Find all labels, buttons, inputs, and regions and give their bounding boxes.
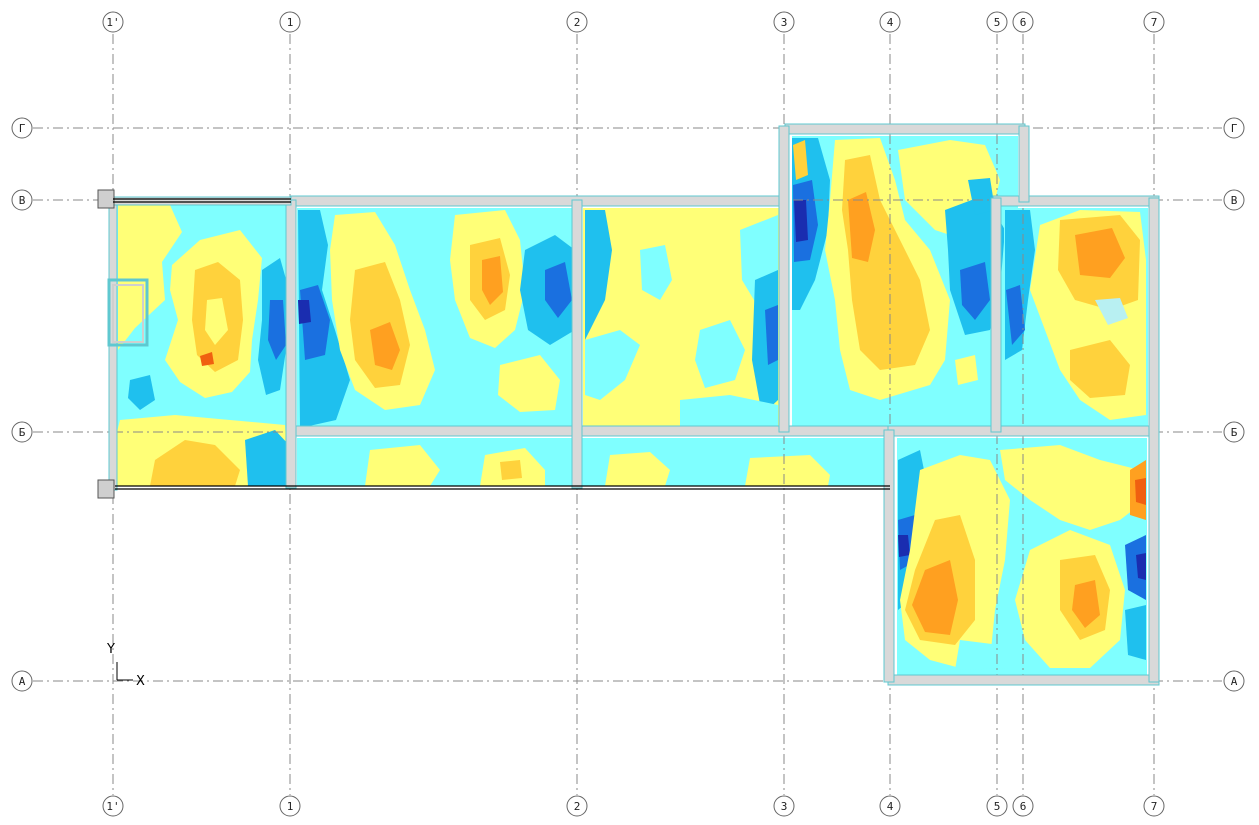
beam-axis-g xyxy=(784,123,1026,135)
axis-bubble-right-label: В xyxy=(1231,194,1238,207)
axis-bubble-left: Г xyxy=(11,117,33,139)
slab-bay-5-7 xyxy=(1004,208,1148,430)
axis-bubble-right: Г xyxy=(1223,117,1245,139)
axis-bubble-bottom-label: 6 xyxy=(1020,800,1027,813)
axis-bubble-left-label: Б xyxy=(19,426,26,439)
axis-bubble-left-label: В xyxy=(19,194,26,207)
column-1p-bottom xyxy=(97,479,115,499)
axis-bubble-bottom: 3 xyxy=(773,795,795,817)
axis-bubble-top-label: 5 xyxy=(994,16,1001,29)
beam-axis-v-1-3 xyxy=(289,195,783,207)
slab-bay-3-5 xyxy=(792,136,1018,430)
beam-axis-b-4-7 xyxy=(887,425,1160,437)
beam-axis-v-1p-1 xyxy=(112,196,292,206)
beam-axis-2 xyxy=(571,199,583,489)
axis-bubble-bottom: 1' xyxy=(102,795,124,817)
axis-bubble-bottom-label: 1' xyxy=(106,800,119,813)
ucs-icon: Y X xyxy=(106,642,145,689)
axis-bubble-top: 7 xyxy=(1143,11,1165,33)
slab-strip-b xyxy=(297,438,887,486)
beam-axis-1 xyxy=(285,199,297,489)
axis-bubble-right-label: Г xyxy=(1231,122,1238,135)
axis-bubble-left: А xyxy=(11,670,33,692)
axis-bubble-bottom-label: 2 xyxy=(574,800,581,813)
column-1p-top xyxy=(97,189,115,209)
slab-bay-1-2 xyxy=(297,208,575,430)
axis-bubble-right-label: А xyxy=(1231,675,1238,688)
axis-bubble-right: А xyxy=(1223,670,1245,692)
axis-bubble-top-label: 1' xyxy=(106,16,119,29)
beam-axis-7 xyxy=(1148,197,1160,683)
axis-bubble-bottom: 6 xyxy=(1012,795,1034,817)
axis-bubble-right-label: Б xyxy=(1231,426,1238,439)
axis-bubble-left: Б xyxy=(11,421,33,443)
axis-bubble-top: 5 xyxy=(986,11,1008,33)
ucs-y-label: Y xyxy=(106,642,115,657)
axis-bubble-bottom-label: 5 xyxy=(994,800,1001,813)
beam-axis-4 xyxy=(883,429,895,683)
axis-bubble-top: 1' xyxy=(102,11,124,33)
axis-bubble-bottom-label: 4 xyxy=(887,800,894,813)
axis-bubble-top-label: 2 xyxy=(574,16,581,29)
axis-bubble-bottom: 5 xyxy=(986,795,1008,817)
opening-frame xyxy=(107,278,149,347)
axis-bubble-top-label: 3 xyxy=(781,16,788,29)
axis-bubble-bottom-label: 3 xyxy=(781,800,788,813)
axis-bubble-top: 1 xyxy=(279,11,301,33)
axis-bubble-top: 6 xyxy=(1012,11,1034,33)
beam-axis-3 xyxy=(778,125,790,433)
axis-bubble-right: В xyxy=(1223,189,1245,211)
axis-bubble-bottom-label: 7 xyxy=(1151,800,1158,813)
axis-bubble-top: 3 xyxy=(773,11,795,33)
slab-edges xyxy=(113,198,890,490)
structural-beams xyxy=(97,123,1160,686)
slab-bay-2-3 xyxy=(583,208,779,430)
axis-bubble-right: Б xyxy=(1223,421,1245,443)
axis-bubble-top-label: 7 xyxy=(1151,16,1158,29)
axis-bubble-top-label: 4 xyxy=(887,16,894,29)
slab-bay-4-7 xyxy=(897,438,1147,675)
axis-bubble-top: 4 xyxy=(879,11,901,33)
axis-bubble-left: В xyxy=(11,189,33,211)
beam-axis-b-1-4 xyxy=(289,425,895,437)
axis-bubble-top: 2 xyxy=(566,11,588,33)
axis-bubble-left-label: А xyxy=(19,675,26,688)
slab-bay-1p-1 xyxy=(115,204,290,486)
axis-bubble-top-label: 1 xyxy=(287,16,294,29)
axis-bubble-left-label: Г xyxy=(19,122,26,135)
opening-frame-inner xyxy=(112,284,144,343)
axis-bubble-top-label: 6 xyxy=(1020,16,1027,29)
beam-axis-v-5-7 xyxy=(992,195,1160,207)
beam-axis-a xyxy=(887,674,1160,686)
axis-bubble-bottom-label: 1 xyxy=(287,800,294,813)
axis-bubble-bottom: 1 xyxy=(279,795,301,817)
stress-contour-field xyxy=(115,136,1148,675)
axis-bubble-bottom: 2 xyxy=(566,795,588,817)
axis-bubble-bottom: 7 xyxy=(1143,795,1165,817)
beam-axis-6 xyxy=(1018,125,1030,203)
axis-bubble-bottom: 4 xyxy=(879,795,901,817)
beam-axis-5 xyxy=(990,197,1002,433)
ucs-x-label: X xyxy=(136,674,145,689)
